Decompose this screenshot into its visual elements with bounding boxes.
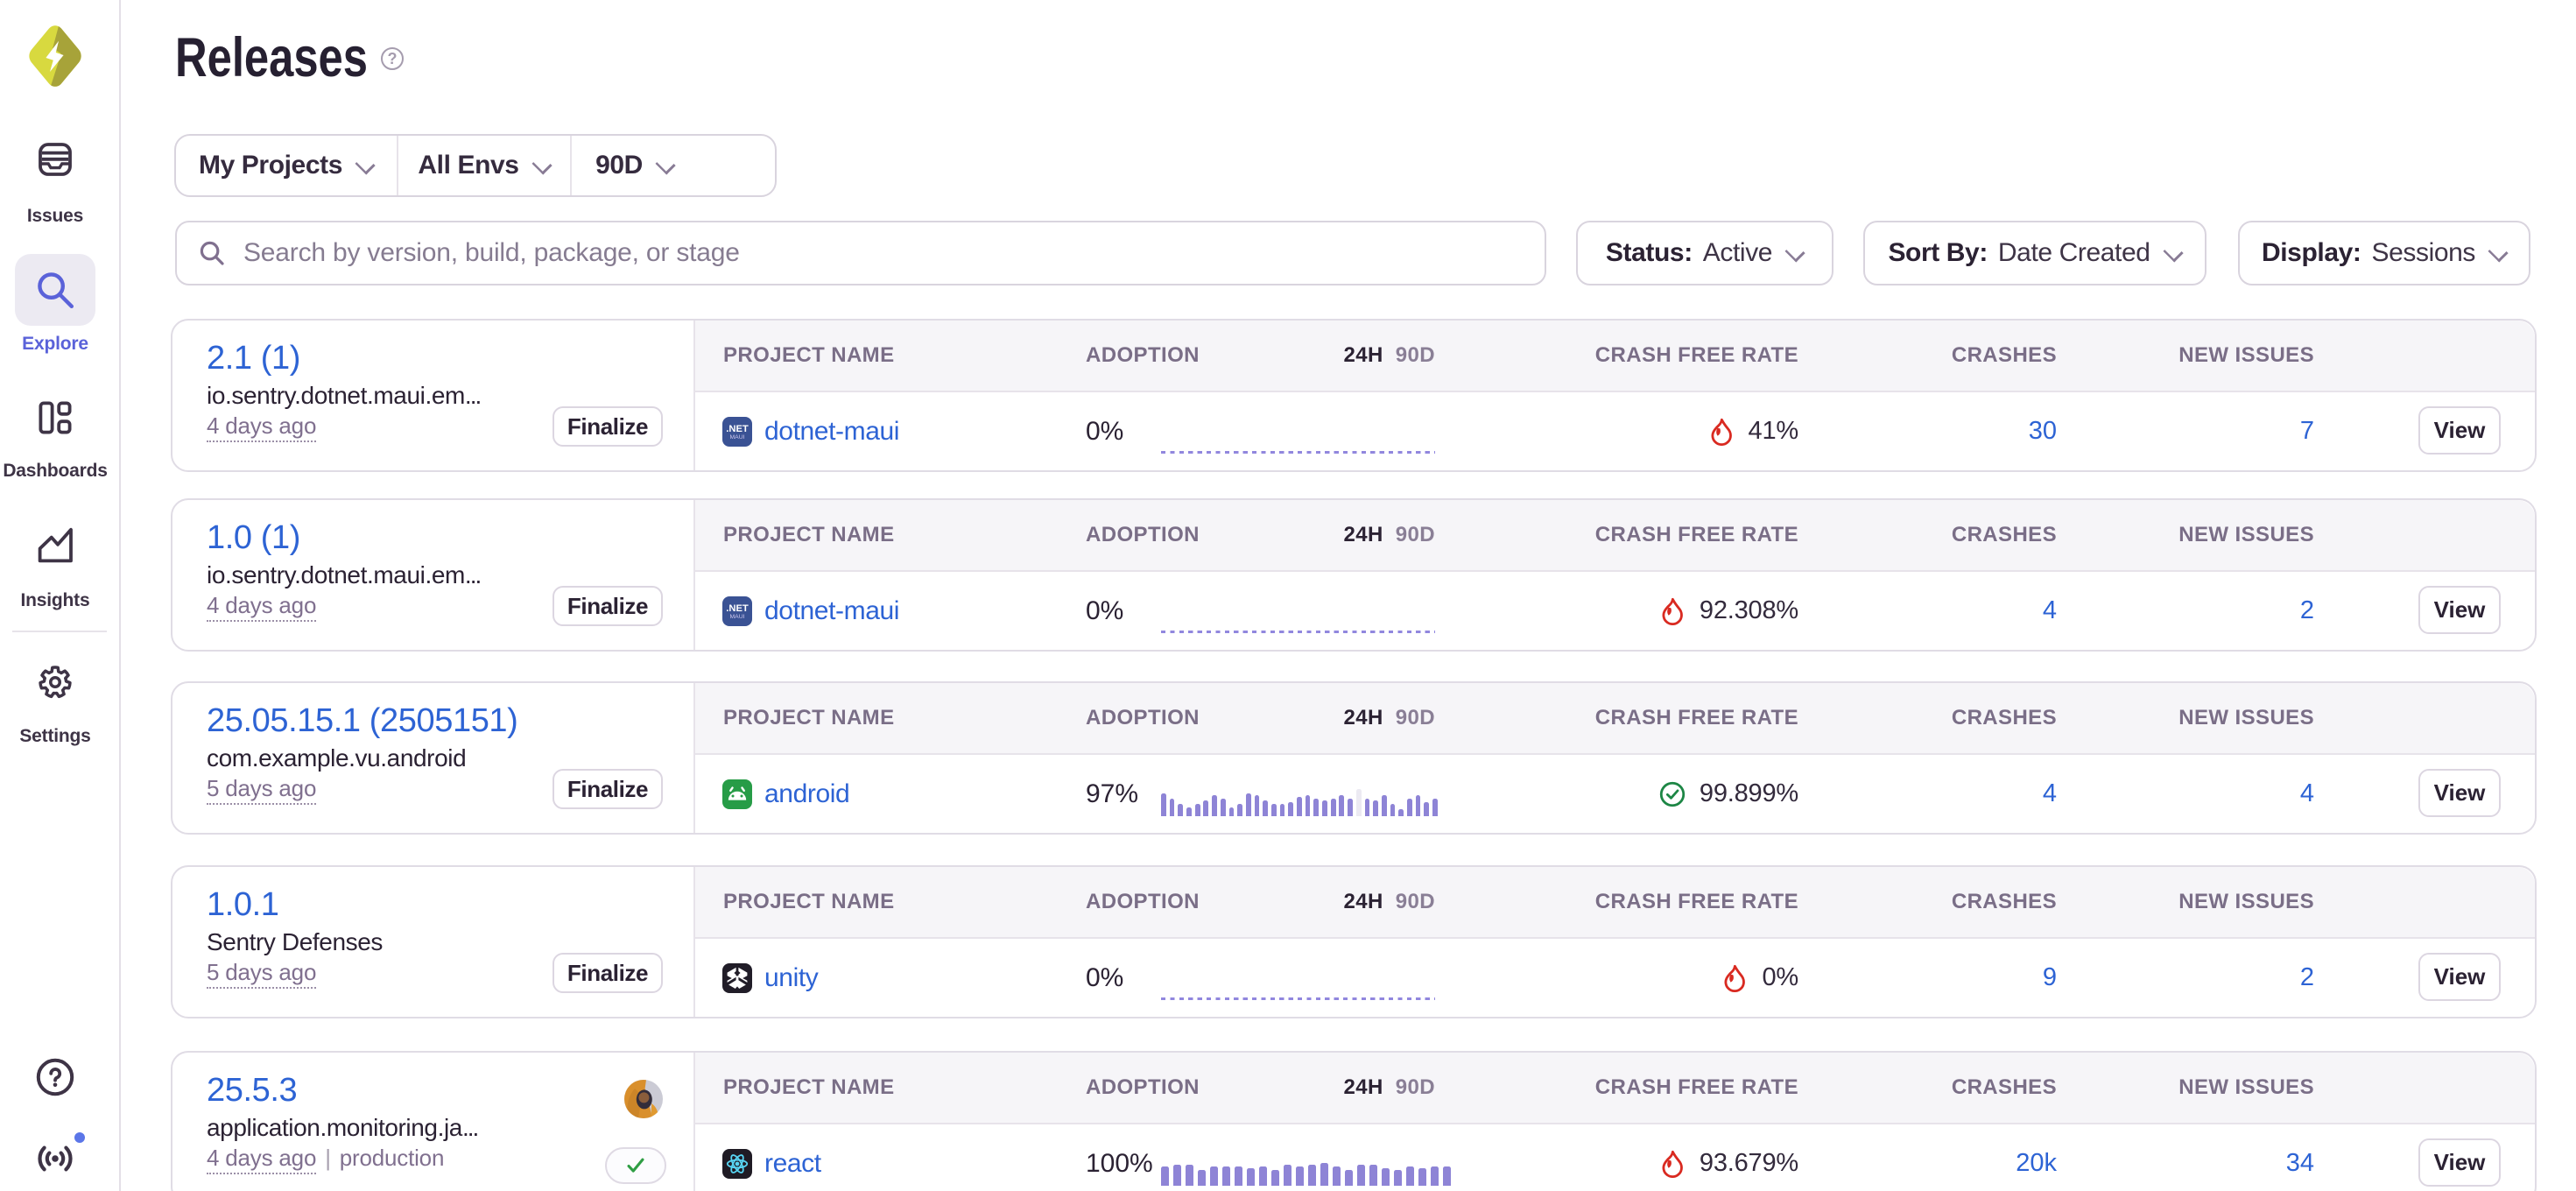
- svg-text:.NET: .NET: [726, 603, 749, 614]
- svg-text:MAUI: MAUI: [730, 434, 745, 440]
- svg-text:MAUI: MAUI: [730, 614, 745, 620]
- svg-text:.NET: .NET: [726, 424, 749, 434]
